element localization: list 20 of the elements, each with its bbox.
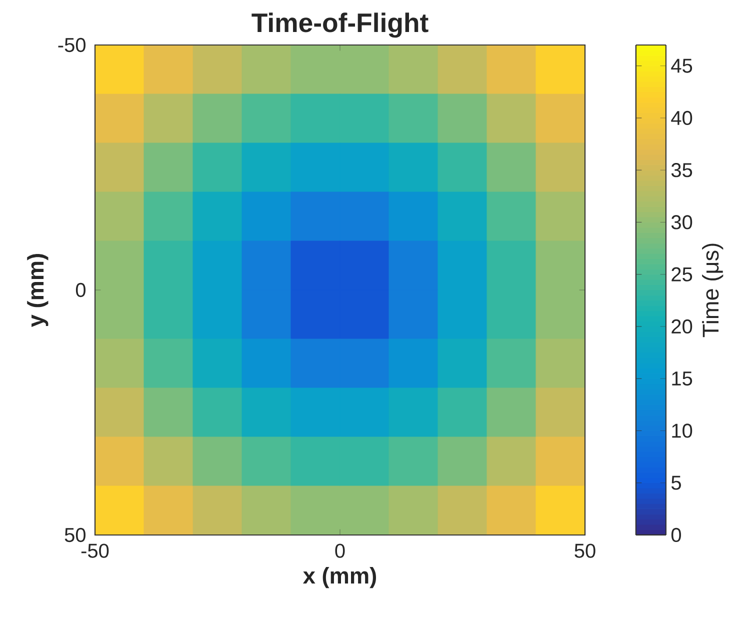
y-axis-title: y (mm) bbox=[27, 254, 48, 327]
color-bar-label: 10 bbox=[672, 424, 692, 438]
chart-title: Time-of-Flight bbox=[252, 12, 428, 38]
y-tick-label: 0 bbox=[76, 282, 86, 298]
color-bar-label: 40 bbox=[671, 110, 692, 126]
color-bar-label: 45 bbox=[671, 58, 692, 73]
x-tick-label: 50 bbox=[574, 544, 596, 558]
x-axis-title: x (mm) bbox=[302, 567, 376, 588]
color-bar-label: 20 bbox=[672, 319, 692, 334]
color-bar-label: 15 bbox=[672, 372, 692, 386]
color-bar-label: 5 bbox=[671, 476, 681, 490]
color-bar-label: 0 bbox=[671, 528, 681, 542]
color-bar-label: 30 bbox=[671, 215, 692, 230]
x-tick-label: -50 bbox=[81, 544, 109, 558]
y-tick-label: 50 bbox=[64, 528, 86, 542]
color-bar-label: 35 bbox=[671, 163, 692, 178]
color-bar-title: Time (μs) bbox=[702, 244, 724, 338]
y-tick-label: -50 bbox=[58, 38, 86, 52]
x-tick-label: 0 bbox=[335, 544, 345, 558]
color-bar-label: 25 bbox=[672, 267, 692, 282]
